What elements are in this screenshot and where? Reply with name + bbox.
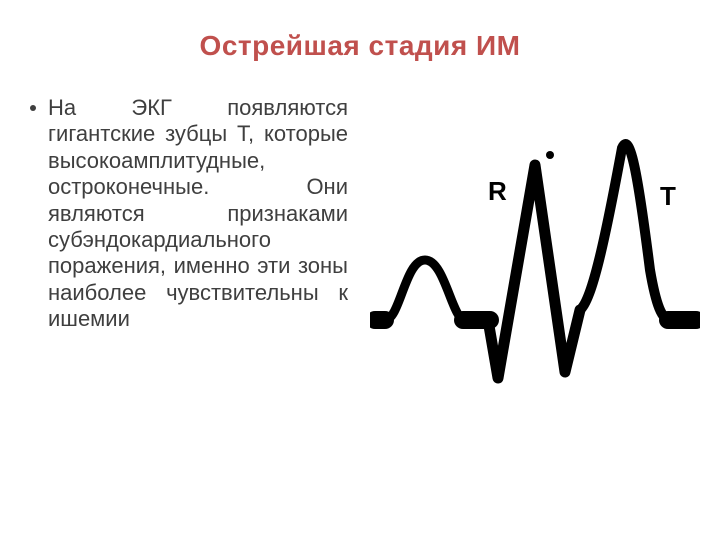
ecg-p-wave [385, 260, 465, 320]
slide: Острейшая стадия ИМ На ЭКГ появляются ги… [0, 0, 720, 540]
body-text-block: На ЭКГ появляются гигантские зубцы Т, ко… [48, 95, 348, 333]
ecg-svg: R T [370, 120, 700, 430]
bullet-text: На ЭКГ появляются гигантские зубцы Т, ко… [48, 95, 348, 331]
bullet-paragraph: На ЭКГ появляются гигантские зубцы Т, ко… [48, 95, 348, 333]
bullet-icon [30, 105, 36, 111]
ecg-t-wave [580, 144, 670, 320]
ecg-label-r: R [488, 176, 507, 206]
ecg-figure: R T [370, 120, 700, 430]
slide-title: Острейшая стадия ИМ [0, 30, 720, 62]
ecg-label-t: T [660, 181, 676, 211]
ecg-artifact-dot [546, 151, 554, 159]
